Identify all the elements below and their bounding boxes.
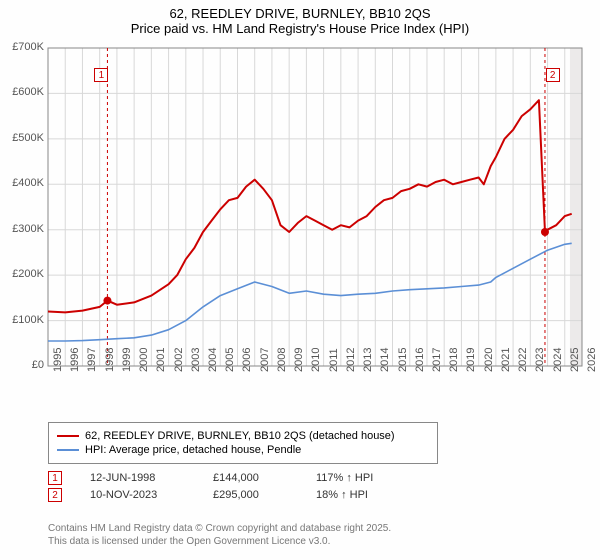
x-tick-label: 2016: [414, 348, 426, 372]
chart-container: 62, REEDLEY DRIVE, BURNLEY, BB10 2QS Pri…: [0, 0, 600, 560]
x-tick-label: 2025: [569, 348, 581, 372]
x-tick-label: 2000: [138, 348, 150, 372]
x-tick-label: 2021: [500, 348, 512, 372]
x-tick-label: 1998: [104, 348, 116, 372]
legend-swatch: [57, 435, 79, 438]
y-tick-label: £300K: [0, 223, 44, 235]
transactions-table: 1 12-JUN-1998 £144,000 117% ↑ HPI 2 10-NOV-20…: [48, 468, 373, 505]
x-tick-label: 1995: [52, 348, 64, 372]
x-tick-label: 2023: [534, 348, 546, 372]
x-tick-label: 2017: [431, 348, 443, 372]
footer-line2: This data is licensed under the Open Gov…: [48, 535, 391, 548]
footer-line1: Contains HM Land Registry data © Crown c…: [48, 522, 391, 535]
y-tick-label: £600K: [0, 86, 44, 98]
x-tick-label: 2015: [397, 348, 409, 372]
legend: 62, REEDLEY DRIVE, BURNLEY, BB10 2QS (de…: [48, 422, 438, 464]
marker-box: 2: [546, 68, 560, 82]
legend-row: 62, REEDLEY DRIVE, BURNLEY, BB10 2QS (de…: [57, 430, 429, 442]
x-tick-label: 2013: [362, 348, 374, 372]
transaction-row: 2 10-NOV-2023 £295,000 18% ↑ HPI: [48, 488, 373, 502]
transaction-price: £144,000: [213, 472, 288, 484]
footer-note: Contains HM Land Registry data © Crown c…: [48, 522, 391, 548]
x-tick-label: 2006: [241, 348, 253, 372]
x-tick-label: 2020: [483, 348, 495, 372]
x-tick-label: 2014: [379, 348, 391, 372]
marker-dot: [103, 297, 111, 305]
transaction-marker: 2: [48, 488, 62, 502]
x-tick-label: 2011: [328, 348, 340, 372]
legend-swatch: [57, 449, 79, 452]
legend-row: HPI: Average price, detached house, Pend…: [57, 444, 429, 456]
marker-dot: [541, 228, 549, 236]
y-tick-label: £200K: [0, 268, 44, 280]
x-tick-label: 2009: [293, 348, 305, 372]
x-tick-label: 2004: [207, 348, 219, 372]
legend-label: HPI: Average price, detached house, Pend…: [85, 444, 301, 456]
transaction-change: 117% ↑ HPI: [316, 472, 373, 484]
marker-box: 1: [94, 68, 108, 82]
x-tick-label: 2018: [448, 348, 460, 372]
y-tick-label: £100K: [0, 314, 44, 326]
x-tick-label: 2003: [190, 348, 202, 372]
y-tick-label: £400K: [0, 177, 44, 189]
x-tick-label: 2026: [586, 348, 598, 372]
x-tick-label: 2001: [155, 348, 167, 372]
transaction-price: £295,000: [213, 489, 288, 501]
transaction-date: 10-NOV-2023: [90, 489, 185, 501]
x-tick-label: 2008: [276, 348, 288, 372]
x-tick-label: 2010: [310, 348, 322, 372]
x-tick-label: 1997: [86, 348, 98, 372]
x-tick-label: 1999: [121, 348, 133, 372]
x-tick-label: 2019: [465, 348, 477, 372]
x-tick-label: 2024: [552, 348, 564, 372]
y-tick-label: £0: [0, 359, 44, 371]
transaction-row: 1 12-JUN-1998 £144,000 117% ↑ HPI: [48, 471, 373, 485]
x-tick-label: 2005: [224, 348, 236, 372]
x-tick-label: 2007: [259, 348, 271, 372]
transaction-marker: 1: [48, 471, 62, 485]
series-hpi: [48, 243, 572, 341]
transaction-date: 12-JUN-1998: [90, 472, 185, 484]
x-tick-label: 1996: [69, 348, 81, 372]
y-tick-label: £700K: [0, 41, 44, 53]
legend-label: 62, REEDLEY DRIVE, BURNLEY, BB10 2QS (de…: [85, 430, 395, 442]
x-tick-label: 2012: [345, 348, 357, 372]
transaction-change: 18% ↑ HPI: [316, 489, 368, 501]
y-tick-label: £500K: [0, 132, 44, 144]
x-tick-label: 2002: [173, 348, 185, 372]
x-tick-label: 2022: [517, 348, 529, 372]
